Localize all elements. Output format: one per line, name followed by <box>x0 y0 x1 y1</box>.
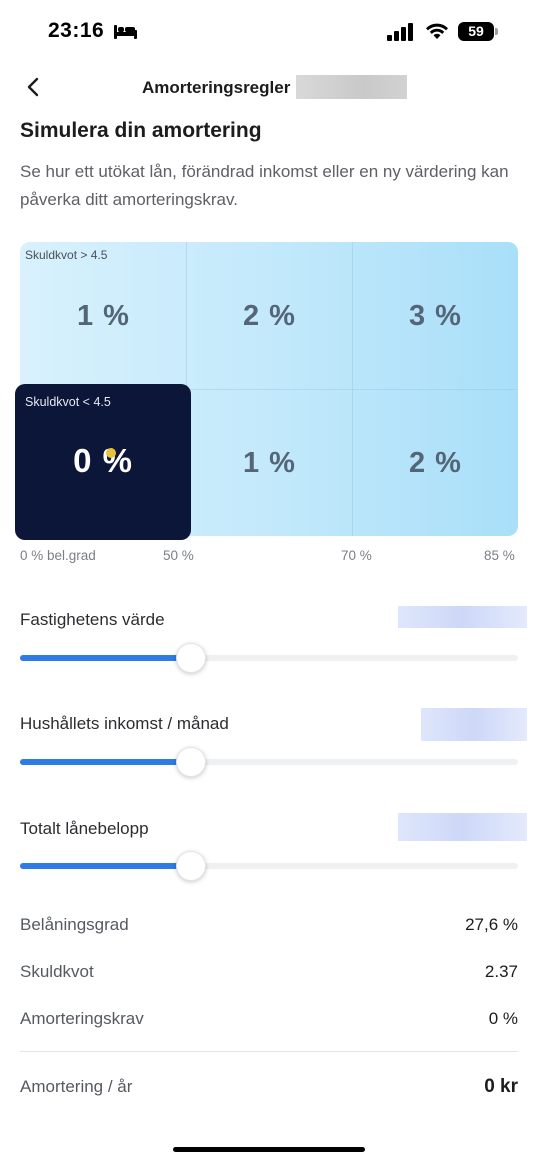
status-bar: 23:16 59 <box>0 0 538 62</box>
axis-label-0: 0 % bel.grad <box>20 548 96 563</box>
battery-icon: 59 <box>458 22 494 41</box>
axis-label-70: 70 % <box>341 548 372 563</box>
total-loan-slider[interactable] <box>20 863 518 869</box>
annual-amortization-label: Amortering / år <box>20 1077 133 1096</box>
row-label-low-debt: Skuldkvot < 4.5 <box>25 395 111 409</box>
axis-label-85: 85 % <box>484 548 515 563</box>
debt-ratio-value: 2.37 <box>484 962 518 981</box>
grid-cell-active[interactable]: Skuldkvot < 4.5 0 % <box>15 384 191 540</box>
redacted-block <box>398 813 527 841</box>
amortization-grid: Skuldkvot > 4.5 1 % 2 % 3 % 1 % 2 % Skul… <box>15 242 518 540</box>
property-value-slider-thumb[interactable] <box>176 643 206 673</box>
grid-cell-high-70-85[interactable]: 3 % <box>409 300 462 332</box>
property-value-label: Fastighetens värde <box>20 610 165 629</box>
battery-level: 59 <box>468 23 484 39</box>
page-description: Se hur ett utökat lån, förändrad inkomst… <box>20 162 509 209</box>
grid-divider <box>352 242 353 536</box>
household-income-slider[interactable] <box>20 759 518 765</box>
redacted-block <box>398 606 527 628</box>
grid-divider <box>20 389 518 390</box>
grid-cell-high-50-70[interactable]: 2 % <box>243 300 296 332</box>
annual-amortization-value: 0 kr <box>484 1076 518 1097</box>
nav-title: Amorteringsregler <box>142 78 291 97</box>
redacted-block <box>421 708 527 741</box>
grid-cell-high-0-50[interactable]: 1 % <box>77 300 130 332</box>
slider-fill <box>20 863 190 869</box>
grid-cell-low-50-70[interactable]: 1 % <box>243 447 296 479</box>
wifi-icon <box>426 23 448 39</box>
redacted-block <box>296 75 407 99</box>
touch-indicator <box>106 448 116 458</box>
sleep-mode-icon <box>114 25 137 39</box>
active-cell-value: 0 % <box>73 442 133 479</box>
household-income-label: Hushållets inkomst / månad <box>20 714 229 733</box>
status-time: 23:16 <box>48 19 105 42</box>
battery-tip <box>495 28 498 35</box>
row-label-high-debt: Skuldkvot > 4.5 <box>25 248 108 262</box>
household-income-slider-thumb[interactable] <box>176 747 206 777</box>
total-loan-slider-thumb[interactable] <box>176 851 206 881</box>
debt-ratio-label: Skuldkvot <box>20 962 94 981</box>
property-value-slider[interactable] <box>20 655 518 661</box>
divider <box>20 1051 518 1052</box>
cellular-signal-icon <box>387 23 413 41</box>
page-title: Simulera din amortering <box>20 119 262 142</box>
home-indicator[interactable] <box>173 1147 365 1152</box>
grid-cell-low-70-85[interactable]: 2 % <box>409 447 462 479</box>
total-loan-label: Totalt lånebelopp <box>20 819 149 838</box>
axis-label-50: 50 % <box>163 548 194 563</box>
ltv-value: 27,6 % <box>465 915 518 934</box>
ltv-label: Belåningsgrad <box>20 915 129 934</box>
back-chevron-icon[interactable] <box>20 74 46 100</box>
amortization-requirement-value: 0 % <box>488 1009 518 1028</box>
slider-fill <box>20 655 190 661</box>
slider-fill <box>20 759 190 765</box>
amortization-requirement-label: Amorteringskrav <box>20 1009 144 1028</box>
